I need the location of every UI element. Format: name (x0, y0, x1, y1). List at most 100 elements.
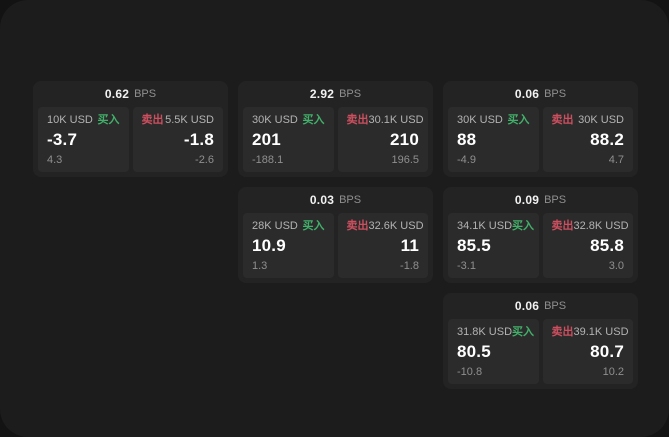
sell-price: -1.8 (183, 130, 214, 149)
buy-badge: 买入 (512, 220, 535, 232)
cards-grid: 0.62 BPS 10K USD 买入 -3.7 4.3 卖出 5.5K USD… (33, 81, 638, 389)
sell-amount-label: 30K USD (578, 114, 624, 126)
sell-badge: 卖出 (551, 114, 574, 126)
buy-panel-top: 30K USD 买入 (252, 114, 325, 126)
spread-value: 0.06 (514, 87, 540, 101)
buy-sub-value: -4.9 (457, 154, 476, 166)
buy-price: 10.9 (252, 236, 286, 255)
sell-price: 210 (390, 130, 419, 149)
sell-panel-top: 卖出 32.6K USD (346, 220, 424, 232)
buy-amount-label: 31.8K USD (457, 326, 513, 338)
quote-panels: 30K USD 买入 88 -4.9 卖出 30K USD 88.2 4.7 (448, 107, 633, 172)
sell-price: 88.2 (590, 130, 624, 149)
sell-panel-top: 卖出 32.8K USD (551, 220, 629, 232)
sell-amount-label: 32.8K USD (573, 220, 629, 232)
sell-price: 85.8 (590, 236, 624, 255)
quote-panels: 28K USD 买入 10.9 1.3 卖出 32.6K USD 11 -1.8 (243, 213, 428, 278)
quote-card: 0.03 BPS 28K USD 买入 10.9 1.3 卖出 32.6K US… (238, 187, 433, 283)
buy-panel[interactable]: 30K USD 买入 201 -188.1 (243, 107, 334, 172)
buy-amount-label: 30K USD (457, 114, 503, 126)
spread-header: 0.06 BPS (448, 81, 633, 107)
buy-panel[interactable]: 31.8K USD 买入 80.5 -10.8 (448, 319, 539, 384)
sell-sub-value: -2.6 (195, 154, 214, 166)
buy-amount-label: 30K USD (252, 114, 298, 126)
sell-sub-value: -1.8 (400, 260, 419, 272)
sell-amount-label: 32.6K USD (368, 220, 424, 232)
sell-panel[interactable]: 卖出 30K USD 88.2 4.7 (542, 107, 633, 172)
spread-value: 0.09 (514, 193, 540, 207)
sell-badge: 卖出 (141, 114, 164, 126)
sell-price: 11 (400, 236, 419, 255)
sell-badge: 卖出 (346, 220, 369, 232)
sell-sub-value: 4.7 (608, 154, 624, 166)
sell-sub-value: 3.0 (608, 260, 624, 272)
buy-price: 80.5 (457, 342, 491, 361)
spread-value: 0.62 (104, 87, 130, 101)
buy-badge: 买入 (512, 326, 535, 338)
quote-panels: 10K USD 买入 -3.7 4.3 卖出 5.5K USD -1.8 -2.… (38, 107, 223, 172)
sell-amount-label: 5.5K USD (165, 114, 214, 126)
buy-panel-top: 10K USD 买入 (47, 114, 120, 126)
buy-panel[interactable]: 28K USD 买入 10.9 1.3 (243, 213, 334, 278)
quote-card: 0.06 BPS 31.8K USD 买入 80.5 -10.8 卖出 39.1… (443, 293, 638, 389)
quote-panels: 31.8K USD 买入 80.5 -10.8 卖出 39.1K USD 80.… (448, 319, 633, 384)
buy-panel[interactable]: 10K USD 买入 -3.7 4.3 (38, 107, 129, 172)
buy-panel[interactable]: 34.1K USD 买入 85.5 -3.1 (448, 213, 539, 278)
sell-panel[interactable]: 卖出 39.1K USD 80.7 10.2 (542, 319, 633, 384)
sell-panel[interactable]: 卖出 30.1K USD 210 196.5 (337, 107, 428, 172)
spread-unit-label: BPS (544, 194, 567, 206)
buy-price: 201 (252, 130, 281, 149)
buy-badge: 买入 (507, 114, 530, 126)
sell-amount-label: 30.1K USD (368, 114, 424, 126)
spread-header: 0.03 BPS (243, 187, 428, 213)
buy-sub-value: 1.3 (252, 260, 268, 272)
spread-header: 0.06 BPS (448, 293, 633, 319)
spread-unit-label: BPS (544, 300, 567, 312)
buy-sub-value: -3.1 (457, 260, 476, 272)
buy-amount-label: 28K USD (252, 220, 298, 232)
spread-unit-label: BPS (134, 88, 157, 100)
buy-badge: 买入 (302, 114, 325, 126)
quote-panels: 30K USD 买入 201 -188.1 卖出 30.1K USD 210 1… (243, 107, 428, 172)
sell-panel[interactable]: 卖出 32.8K USD 85.8 3.0 (542, 213, 633, 278)
buy-panel-top: 28K USD 买入 (252, 220, 325, 232)
buy-panel-top: 30K USD 买入 (457, 114, 530, 126)
sell-sub-value: 10.2 (602, 366, 624, 378)
spread-unit-label: BPS (339, 88, 362, 100)
quote-card: 0.62 BPS 10K USD 买入 -3.7 4.3 卖出 5.5K USD… (33, 81, 228, 177)
buy-amount-label: 10K USD (47, 114, 93, 126)
quote-panels: 34.1K USD 买入 85.5 -3.1 卖出 32.8K USD 85.8… (448, 213, 633, 278)
spread-value: 0.06 (514, 299, 540, 313)
buy-badge: 买入 (302, 220, 325, 232)
buy-sub-value: 4.3 (47, 154, 63, 166)
sell-price: 80.7 (590, 342, 624, 361)
spread-unit-label: BPS (544, 88, 567, 100)
quote-card: 0.06 BPS 30K USD 买入 88 -4.9 卖出 30K USD 8… (443, 81, 638, 177)
quote-card: 2.92 BPS 30K USD 买入 201 -188.1 卖出 30.1K … (238, 81, 433, 177)
sell-sub-value: 196.5 (391, 154, 419, 166)
sell-panel-top: 卖出 5.5K USD (142, 114, 215, 126)
spread-header: 2.92 BPS (243, 81, 428, 107)
buy-amount-label: 34.1K USD (457, 220, 513, 232)
buy-panel[interactable]: 30K USD 买入 88 -4.9 (448, 107, 539, 172)
buy-price: 88 (457, 130, 477, 149)
buy-sub-value: -188.1 (252, 154, 284, 166)
sell-badge: 卖出 (551, 326, 574, 338)
sell-panel-top: 卖出 39.1K USD (551, 326, 629, 338)
sell-badge: 卖出 (346, 114, 369, 126)
buy-price: -3.7 (47, 130, 78, 149)
buy-sub-value: -10.8 (457, 366, 483, 378)
spread-unit-label: BPS (339, 194, 362, 206)
buy-panel-top: 34.1K USD 买入 (457, 220, 534, 232)
sell-panel-top: 卖出 30K USD (552, 114, 625, 126)
sell-panel[interactable]: 卖出 5.5K USD -1.8 -2.6 (132, 107, 223, 172)
spread-value: 2.92 (309, 87, 335, 101)
spread-header: 0.62 BPS (38, 81, 223, 107)
spread-header: 0.09 BPS (448, 187, 633, 213)
buy-badge: 买入 (97, 114, 120, 126)
sell-panel[interactable]: 卖出 32.6K USD 11 -1.8 (337, 213, 428, 278)
sell-badge: 卖出 (551, 220, 574, 232)
sell-panel-top: 卖出 30.1K USD (346, 114, 424, 126)
sell-amount-label: 39.1K USD (573, 326, 629, 338)
